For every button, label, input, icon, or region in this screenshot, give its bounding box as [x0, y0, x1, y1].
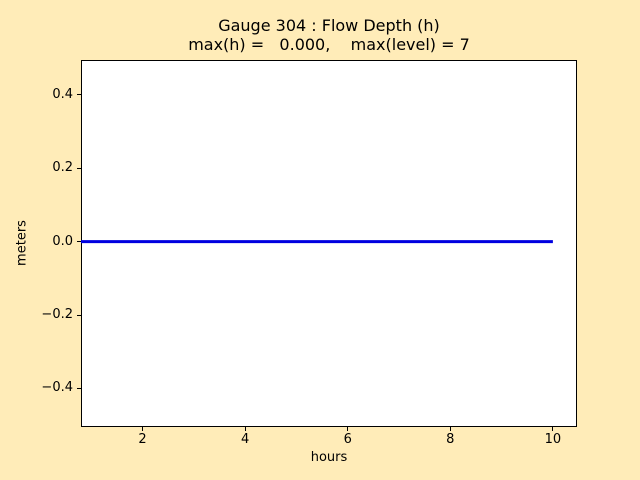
x-axis-tick	[244, 427, 246, 431]
y-axis-tick-label: 0.4	[52, 86, 73, 102]
y-axis-tick-label: −0.4	[41, 380, 73, 396]
chart-title: Gauge 304 : Flow Depth (h)	[218, 16, 440, 35]
x-axis-tick	[449, 427, 451, 431]
y-axis-tick-label: −0.2	[41, 307, 73, 323]
y-axis-tick	[77, 387, 81, 389]
y-axis-tick-label: 0.0	[52, 233, 73, 249]
plot-area	[81, 60, 577, 427]
x-axis-tick-label: 4	[240, 432, 250, 447]
y-axis-tick	[77, 167, 81, 169]
y-axis-tick	[77, 241, 81, 243]
x-axis-tick	[347, 427, 349, 431]
chart-subtitle: max(h) = 0.000, max(level) = 7	[188, 35, 470, 54]
x-axis-tick-label: 8	[446, 432, 455, 447]
x-axis-tick	[552, 427, 554, 431]
x-axis-tick	[142, 427, 144, 431]
chart-title-block: Gauge 304 : Flow Depth (h) max(h) = 0.00…	[81, 16, 577, 54]
y-axis-tick-label: 0.2	[52, 160, 73, 176]
x-axis-tick-label: 6	[343, 432, 352, 447]
y-axis-tick	[77, 94, 81, 96]
x-axis-tick-label: 2	[138, 432, 147, 447]
x-axis-tick-label: 10	[544, 432, 562, 447]
x-axis-label: hours	[310, 450, 348, 465]
y-axis-tick	[77, 314, 81, 316]
